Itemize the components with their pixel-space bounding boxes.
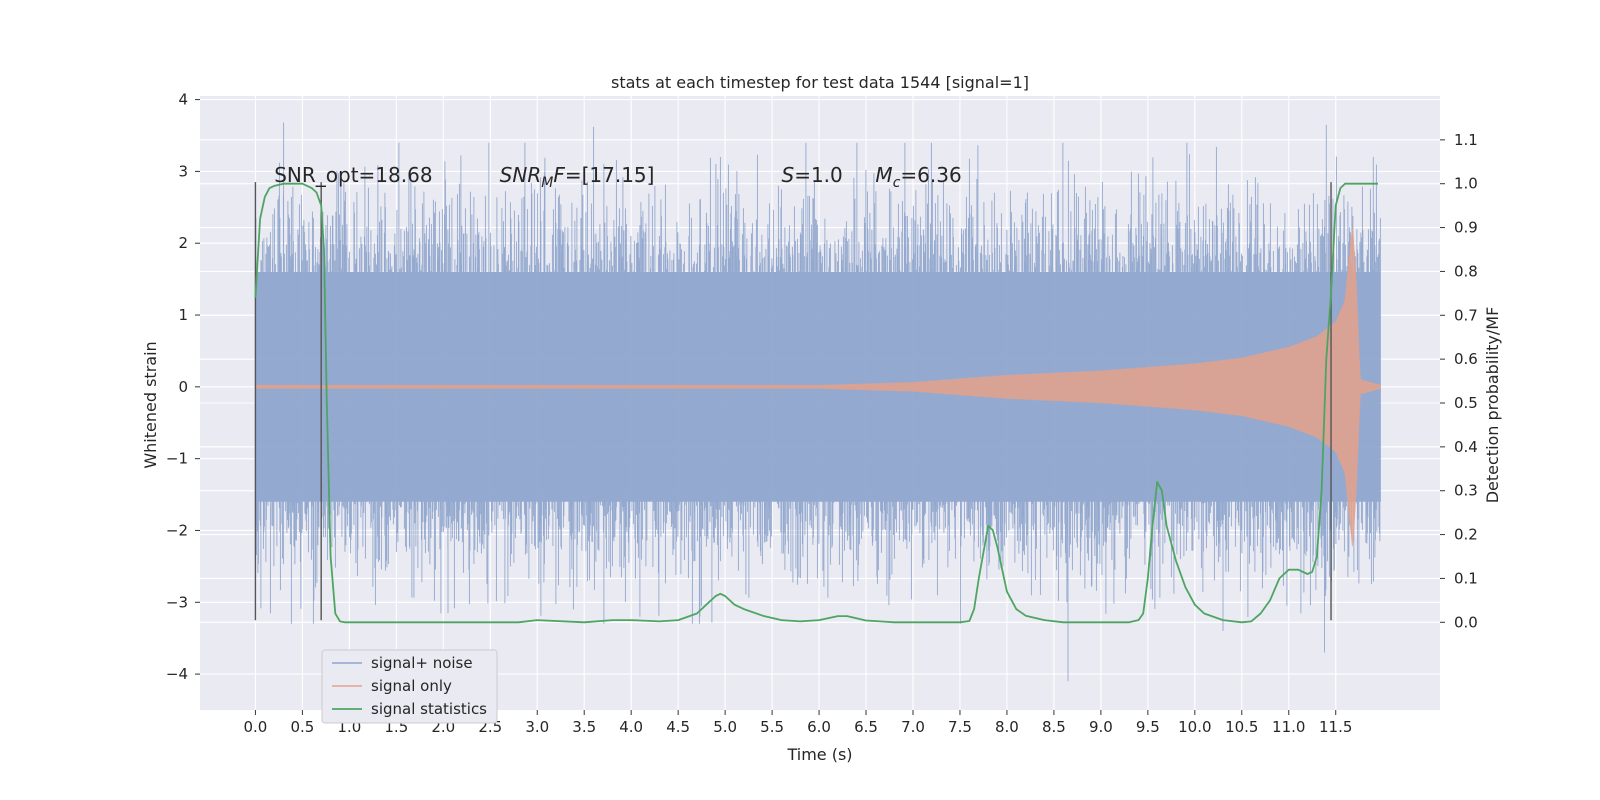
x-tick-label-14: 7.0 xyxy=(901,718,925,736)
x-tick-label-19: 9.5 xyxy=(1136,718,1160,736)
x-tick-label-10: 5.0 xyxy=(713,718,737,736)
y-right-tick-label-10: 0.1 xyxy=(1454,569,1478,587)
annotations: SNR_opt=18.68 SNRMF=[17.15] S=1.0 Mc=6.36 xyxy=(274,163,961,191)
y-left-tick-label-8: −4 xyxy=(166,665,188,683)
y-left-tick-label-3: 1 xyxy=(178,306,188,324)
x-tick-label-20: 10.0 xyxy=(1178,718,1211,736)
x-tick-label-1: 0.5 xyxy=(290,718,314,736)
y-right-tick-label-6: 0.5 xyxy=(1454,394,1478,412)
x-tick-label-13: 6.5 xyxy=(854,718,878,736)
x-tick-label-16: 8.0 xyxy=(995,718,1019,736)
legend-label-signal-only: signal only xyxy=(371,677,452,695)
y-left-tick-label-4: 0 xyxy=(178,378,188,396)
x-tick-label-6: 3.0 xyxy=(525,718,549,736)
x-tick-label-12: 6.0 xyxy=(807,718,831,736)
series-signal-only xyxy=(255,227,1381,547)
x-tick-label-21: 10.5 xyxy=(1225,718,1258,736)
y-left-tick-label-6: −2 xyxy=(166,521,188,539)
y-right-tick-label-11: 0.0 xyxy=(1454,613,1478,631)
signal-envelope xyxy=(255,227,1381,547)
chart-title: stats at each timestep for test data 154… xyxy=(611,73,1029,92)
x-tick-label-22: 11.0 xyxy=(1272,718,1305,736)
y-right-tick-label-7: 0.4 xyxy=(1454,438,1478,456)
x-tick-label-18: 9.0 xyxy=(1089,718,1113,736)
y-right-tick-label-8: 0.3 xyxy=(1454,482,1478,500)
x-tick-label-23: 11.5 xyxy=(1319,718,1352,736)
annotation-s: S=1.0 xyxy=(781,163,842,187)
x-tick-label-11: 5.5 xyxy=(760,718,784,736)
legend-label-signal-statistics: signal statistics xyxy=(371,700,487,718)
y-left-tick-label-0: 4 xyxy=(178,91,188,109)
y-right-tick-label-4: 0.7 xyxy=(1454,306,1478,324)
y-left-axis-label: Whitened strain xyxy=(141,341,160,468)
y-right-tick-label-3: 0.8 xyxy=(1454,262,1478,280)
x-tick-label-17: 8.5 xyxy=(1042,718,1066,736)
annotation-mc: Mc=6.36 xyxy=(875,163,961,191)
x-tick-label-9: 4.5 xyxy=(666,718,690,736)
x-tick-label-7: 3.5 xyxy=(572,718,596,736)
y-right-tick-label-9: 0.2 xyxy=(1454,526,1478,544)
y-right-tick-label-0: 1.1 xyxy=(1454,131,1478,149)
vertical-markers xyxy=(254,182,1332,621)
y-left-axis-ticks: 4 3 2 1 0 −1 −2 −3 −4 xyxy=(166,91,200,683)
x-axis-label: Time (s) xyxy=(786,745,852,764)
legend-label-signal-plus-noise: signal+ noise xyxy=(371,654,473,672)
legend-frame xyxy=(321,649,498,724)
x-tick-label-15: 7.5 xyxy=(948,718,972,736)
series-signal-statistics xyxy=(254,182,1378,624)
x-tick-label-8: 4.0 xyxy=(619,718,643,736)
y-right-tick-label-1: 1.0 xyxy=(1454,175,1478,193)
y-left-tick-label-5: −1 xyxy=(166,450,188,468)
y-right-tick-label-5: 0.6 xyxy=(1454,350,1478,368)
annotation-snr-mf: SNRMF=[17.15] xyxy=(500,163,655,191)
y-right-axis-ticks: 1.1 1.0 0.9 0.8 0.7 0.6 0.5 0.4 0.3 0.2 0.1 0.0 xyxy=(1440,131,1478,631)
y-right-axis-label: Detection probability/MF xyxy=(1483,307,1502,504)
y-right-tick-label-2: 0.9 xyxy=(1454,219,1478,237)
x-tick-label-0: 0.0 xyxy=(243,718,267,736)
y-left-tick-label-2: 2 xyxy=(178,234,188,252)
y-left-tick-label-7: −3 xyxy=(166,593,188,611)
statistics-line xyxy=(254,182,1378,624)
annotation-snr-opt: SNR_opt=18.68 xyxy=(274,163,432,187)
legend: signal+ noise signal only signal statist… xyxy=(321,649,498,724)
y-left-tick-label-1: 3 xyxy=(178,162,188,180)
